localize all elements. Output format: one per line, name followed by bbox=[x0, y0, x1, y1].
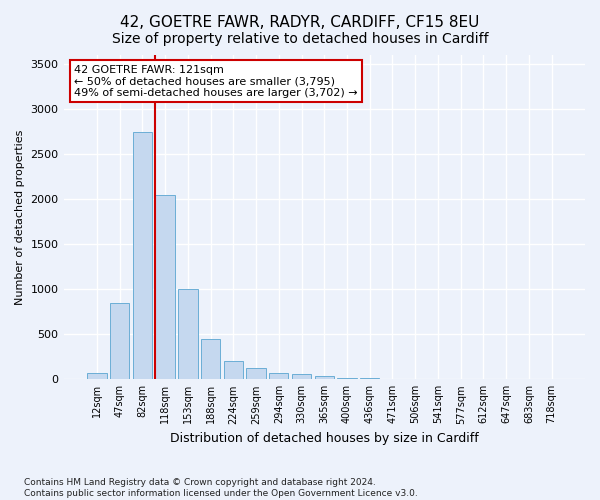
Bar bbox=[247, 368, 266, 380]
Bar bbox=[87, 372, 107, 380]
Bar bbox=[360, 378, 379, 380]
Bar bbox=[292, 374, 311, 380]
Y-axis label: Number of detached properties: Number of detached properties bbox=[15, 130, 25, 305]
Bar bbox=[269, 372, 289, 380]
X-axis label: Distribution of detached houses by size in Cardiff: Distribution of detached houses by size … bbox=[170, 432, 479, 445]
Bar bbox=[155, 194, 175, 380]
Bar bbox=[110, 302, 130, 380]
Text: Contains HM Land Registry data © Crown copyright and database right 2024.
Contai: Contains HM Land Registry data © Crown c… bbox=[24, 478, 418, 498]
Bar bbox=[337, 378, 356, 380]
Bar bbox=[133, 132, 152, 380]
Bar bbox=[224, 362, 243, 380]
Bar bbox=[314, 376, 334, 380]
Bar bbox=[201, 339, 220, 380]
Text: 42, GOETRE FAWR, RADYR, CARDIFF, CF15 8EU: 42, GOETRE FAWR, RADYR, CARDIFF, CF15 8E… bbox=[121, 15, 479, 30]
Bar bbox=[178, 289, 197, 380]
Text: 42 GOETRE FAWR: 121sqm
← 50% of detached houses are smaller (3,795)
49% of semi-: 42 GOETRE FAWR: 121sqm ← 50% of detached… bbox=[74, 64, 358, 98]
Text: Size of property relative to detached houses in Cardiff: Size of property relative to detached ho… bbox=[112, 32, 488, 46]
